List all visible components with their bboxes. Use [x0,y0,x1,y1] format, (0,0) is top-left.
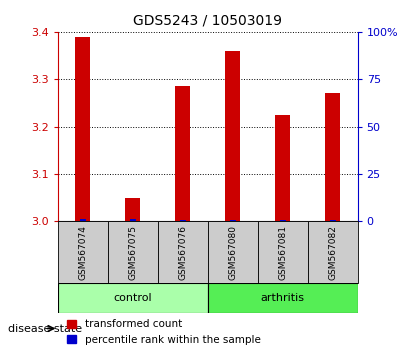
Text: disease state: disease state [8,324,82,333]
Text: arthritis: arthritis [261,293,305,303]
Bar [330,220,335,221]
FancyBboxPatch shape [208,283,358,313]
FancyBboxPatch shape [307,221,358,283]
Bar [80,219,85,221]
Text: GSM567080: GSM567080 [228,225,237,280]
Bar [225,51,240,221]
Text: GSM567075: GSM567075 [128,225,137,280]
Bar [325,93,340,221]
Bar [230,220,236,221]
FancyBboxPatch shape [108,221,157,283]
FancyBboxPatch shape [258,221,307,283]
FancyBboxPatch shape [58,283,208,313]
Bar [125,198,140,221]
Bar [275,115,290,221]
Bar [75,36,90,221]
Bar [175,86,190,221]
Text: GSM567081: GSM567081 [278,225,287,280]
FancyBboxPatch shape [208,221,258,283]
Bar [180,220,185,221]
Title: GDS5243 / 10503019: GDS5243 / 10503019 [133,14,282,28]
Legend: transformed count, percentile rank within the sample: transformed count, percentile rank withi… [63,315,265,349]
FancyBboxPatch shape [58,221,108,283]
Text: GSM567074: GSM567074 [78,225,87,280]
Text: GSM567076: GSM567076 [178,225,187,280]
Bar [279,220,286,221]
Bar [129,219,136,221]
Text: control: control [113,293,152,303]
FancyBboxPatch shape [157,221,208,283]
Text: GSM567082: GSM567082 [328,225,337,280]
